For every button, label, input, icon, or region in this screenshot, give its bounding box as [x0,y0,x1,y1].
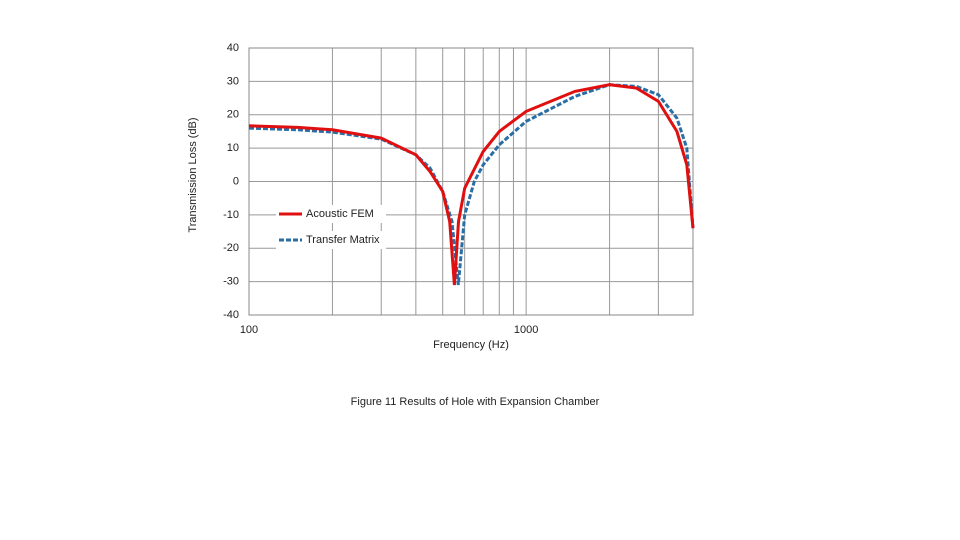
legend-background [276,231,386,249]
y-tick-label: -40 [223,309,239,321]
line-series [248,83,695,286]
y-tick-label: -20 [223,242,239,254]
caption: Figure 11 Results of Hole with Expansion… [351,396,600,408]
x-tick-label: 1000 [514,324,538,336]
y-tick-label: 10 [227,142,239,154]
x-tick-label: 100 [240,324,258,336]
line-series [248,83,695,286]
y-tick-label: -10 [223,209,239,221]
y-tick-label: 20 [227,109,239,121]
plot-border [248,47,694,316]
y-tick-label: 40 [227,42,239,54]
legend-label: Transfer Matrix [306,234,380,246]
y-axis-label: Transmission Loss (dB) [187,117,199,232]
y-tick-label: 30 [227,75,239,87]
x-axis-label: Frequency (Hz) [433,339,509,351]
y-tick-label: -30 [223,276,239,288]
y-tick-label: 0 [233,175,239,187]
legend-background [276,205,386,223]
legend-label: Acoustic FEM [306,208,374,220]
